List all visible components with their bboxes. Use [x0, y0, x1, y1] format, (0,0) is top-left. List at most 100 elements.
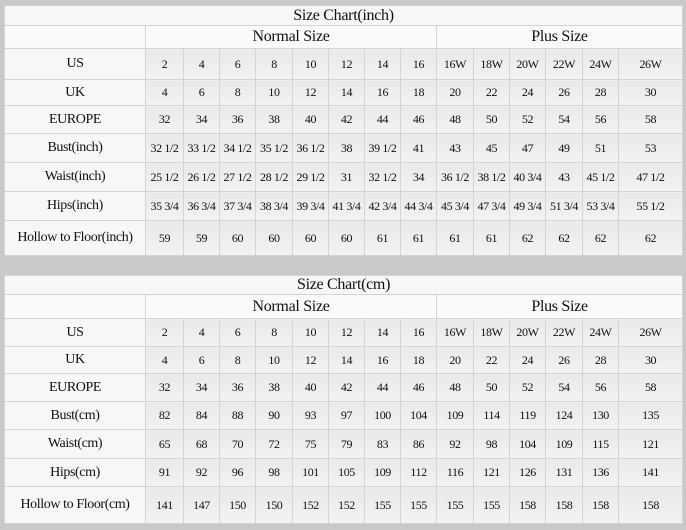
size-value-cell: 18W: [473, 48, 510, 80]
size-value-cell: 10: [292, 48, 329, 80]
size-value-cell: 35 1/2: [255, 133, 293, 163]
size-value-cell: 24: [509, 346, 546, 374]
row-label: EUROPE: [4, 373, 146, 402]
size-value-cell: 70: [219, 429, 256, 459]
size-value-cell: 45: [473, 133, 510, 163]
size-value-cell: 16W: [436, 48, 474, 80]
table-row: EUROPE 32 34 36 38 40 42 44 46 48 50 52 54 56 58: [4, 373, 684, 402]
size-value-cell: 39 1/2: [364, 133, 401, 163]
size-value-cell: 36 3/4: [183, 191, 220, 221]
size-value-cell: 92: [436, 429, 474, 459]
size-value-cell: 8: [219, 346, 256, 374]
size-value-cell: 47 3/4: [473, 191, 510, 221]
size-value-cell: 16: [364, 79, 401, 106]
size-value-cell: 119: [509, 401, 546, 430]
size-value-cell: 6: [219, 318, 256, 347]
row-label: Bust(inch): [4, 133, 146, 163]
size-value-cell: 130: [582, 401, 619, 430]
size-value-cell: 72: [255, 429, 293, 459]
size-value-cell: 16: [364, 346, 401, 374]
row-label: UK: [4, 79, 146, 106]
size-value-cell: 42 3/4: [364, 191, 401, 221]
table-row: Hips(inch) 35 3/4 36 3/4 37 3/4 38 3/4 39 3/4…: [4, 191, 684, 221]
size-value-cell: 8: [255, 48, 293, 80]
size-value-cell: 45 3/4: [436, 191, 474, 221]
size-value-cell: 152: [292, 486, 329, 524]
table-row: UK 4 6 8 10 12 14 16 18 20 22 24 26 28 30: [4, 79, 684, 106]
size-value-cell: 58: [617, 373, 684, 402]
size-chart-cm: Size Chart(cm) Normal Size Plus Size US 2 4 6 8…: [3, 275, 684, 524]
row-label: UK: [4, 346, 146, 374]
size-value-cell: 104: [400, 401, 437, 430]
table-row: US 2 4 6 8 10 12 14 16 16W 18W 20W 22W 24W 26W: [4, 318, 684, 347]
size-value-cell: 4: [183, 48, 220, 80]
size-value-cell: 22W: [545, 48, 583, 80]
size-value-cell: 45 1/2: [582, 162, 619, 192]
size-value-cell: 104: [509, 429, 546, 459]
size-value-cell: 24W: [582, 318, 619, 347]
size-value-cell: 32 1/2: [364, 162, 401, 192]
size-value-cell: 155: [473, 486, 510, 524]
size-value-cell: 46: [400, 373, 437, 402]
size-value-cell: 84: [183, 401, 220, 430]
corner-cell: [4, 294, 146, 319]
size-value-cell: 18: [400, 346, 437, 374]
size-value-cell: 147: [183, 486, 220, 524]
chart-title: Size Chart(cm): [3, 275, 684, 295]
size-value-cell: 22: [473, 346, 510, 374]
size-value-cell: 92: [183, 458, 220, 487]
size-value-cell: 158: [509, 486, 546, 524]
row-label: Hips(inch): [4, 191, 146, 221]
row-label: Hips(cm): [4, 458, 146, 487]
size-value-cell: 131: [545, 458, 583, 487]
size-value-cell: 27 1/2: [219, 162, 256, 192]
size-value-cell: 38: [255, 105, 293, 134]
size-value-cell: 20: [436, 79, 474, 106]
size-value-cell: 36: [219, 373, 256, 402]
size-value-cell: 16: [400, 48, 437, 80]
size-value-cell: 58: [617, 105, 684, 134]
size-value-cell: 68: [183, 429, 220, 459]
size-value-cell: 121: [473, 458, 510, 487]
size-value-cell: 55 1/2: [617, 191, 684, 221]
size-value-cell: 96: [219, 458, 256, 487]
size-value-cell: 12: [328, 48, 365, 80]
size-value-cell: 31: [328, 162, 365, 192]
size-value-cell: 38: [255, 373, 293, 402]
size-value-cell: 36 1/2: [292, 133, 329, 163]
size-value-cell: 35 3/4: [145, 191, 184, 221]
size-value-cell: 6: [219, 48, 256, 80]
size-value-cell: 93: [292, 401, 329, 430]
size-value-cell: 59: [183, 220, 220, 256]
size-value-cell: 44: [364, 373, 401, 402]
size-value-cell: 62: [545, 220, 583, 256]
size-value-cell: 26W: [617, 318, 684, 347]
size-value-cell: 60: [328, 220, 365, 256]
size-value-cell: 2: [145, 48, 184, 80]
table-row: Waist(cm) 65 68 70 72 75 79 83 86 92 98 104 109 115 12…: [4, 429, 684, 459]
table-row: UK 4 6 8 10 12 14 16 18 20 22 24 26 28 30: [4, 346, 684, 374]
row-label: US: [4, 318, 146, 347]
size-value-cell: 114: [473, 401, 510, 430]
size-value-cell: 61: [400, 220, 437, 256]
row-label: Waist(inch): [4, 162, 146, 192]
size-value-cell: 109: [436, 401, 474, 430]
size-value-cell: 14: [328, 346, 365, 374]
normal-size-header: Normal Size: [145, 294, 437, 319]
size-value-cell: 36: [219, 105, 256, 134]
size-value-cell: 16: [400, 318, 437, 347]
size-value-cell: 40 3/4: [509, 162, 546, 192]
size-value-cell: 136: [582, 458, 619, 487]
size-value-cell: 86: [400, 429, 437, 459]
size-value-cell: 6: [183, 79, 220, 106]
size-value-cell: 22W: [545, 318, 583, 347]
size-value-cell: 41 3/4: [328, 191, 365, 221]
size-value-cell: 83: [364, 429, 401, 459]
table-row: US 2 4 6 8 10 12 14 16 16W 18W 20W 22W 24W 26W: [4, 48, 684, 80]
size-value-cell: 24W: [582, 48, 619, 80]
size-value-cell: 10: [292, 318, 329, 347]
size-value-cell: 60: [219, 220, 256, 256]
size-value-cell: 152: [328, 486, 365, 524]
size-value-cell: 150: [255, 486, 293, 524]
size-value-cell: 135: [617, 401, 684, 430]
